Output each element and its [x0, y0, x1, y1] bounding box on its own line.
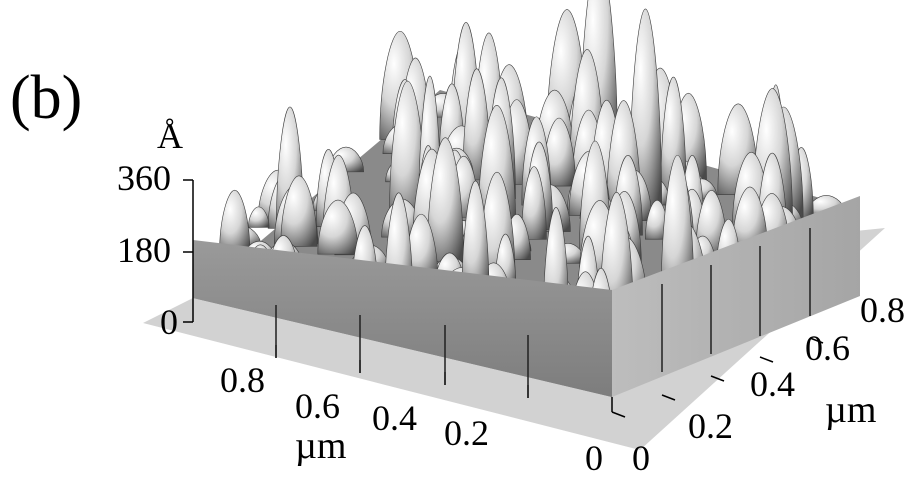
wall-grid-lines [275, 228, 811, 385]
y-tick-label-0: 0 [632, 438, 650, 477]
right-wall [612, 196, 860, 397]
surface-peak [426, 137, 464, 263]
x-tick-label-0-4: 0.4 [372, 398, 417, 438]
y-tick-label-0-6: 0.6 [805, 328, 850, 368]
x-tick-label-0: 0 [585, 438, 603, 477]
y-tick-label-0-8: 0.8 [860, 290, 905, 330]
x-tick-label-0-8: 0.8 [220, 360, 265, 400]
y-axis-ticks [611, 337, 824, 418]
surface-peak [461, 180, 490, 302]
front-wall [193, 240, 612, 397]
x-axis-ticks [275, 345, 613, 412]
z-tick-label-180: 180 [117, 230, 171, 270]
surface-peak [521, 166, 547, 240]
panel-label: (b) [10, 64, 82, 132]
y-axis-unit: µm [825, 389, 876, 431]
surface-peak [280, 175, 318, 247]
x-axis-unit: µm [295, 425, 346, 467]
y-tick-label-0-4: 0.4 [750, 364, 795, 404]
x-tick-label-0-2: 0.2 [444, 413, 489, 453]
surface-peak [248, 206, 270, 228]
surface-peak [317, 199, 359, 255]
x-tick-label-0-6: 0.6 [295, 386, 340, 426]
z-axis-unit: Å [157, 116, 183, 156]
y-tick-label-0-2: 0.2 [688, 406, 733, 446]
surface-peak [219, 189, 251, 254]
z-tick-label-0: 0 [160, 302, 178, 342]
z-tick-label-360: 360 [117, 158, 171, 198]
